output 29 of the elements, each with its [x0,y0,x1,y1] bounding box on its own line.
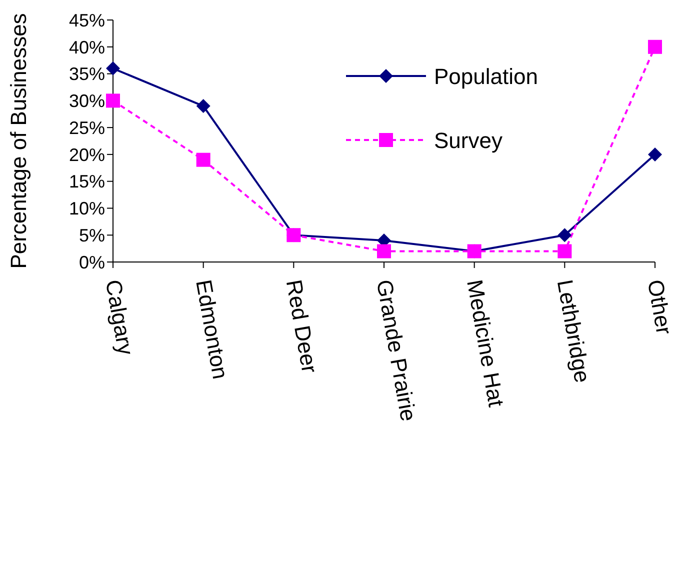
point [648,40,662,54]
y-tick-label: 5% [78,226,105,246]
point [558,228,572,242]
point [106,61,120,76]
y-tick-label: 10% [68,198,105,219]
x-tick-label: Edmonton [191,278,234,381]
point [648,147,662,162]
x-tick-label: Medicine Hat [462,278,509,409]
y-tick-label: 45% [68,10,105,30]
y-axis-title: Percentage of Businesses [6,13,31,269]
y-tick-label: 20% [68,144,105,165]
point [106,94,120,108]
y-tick-label: 0% [78,252,105,272]
y-tick-label: 25% [68,118,105,138]
x-tick-label: Other [642,278,677,336]
y-tick-label: 40% [68,37,105,58]
point [196,152,210,167]
x-tick-label: Grande Prairie [372,278,422,424]
y-tick-label: 35% [68,64,105,84]
y-tick-label: 15% [68,172,105,192]
x-tick-label: Calgary [100,278,138,357]
legend-label: Population [434,64,538,89]
point [196,99,210,114]
x-tick-label: Lethbridge [552,278,596,385]
legend-label: Survey [434,128,502,153]
x-tick-label: Red Deer [281,278,322,375]
point [558,244,572,258]
y-tick-label: 30% [68,91,105,112]
point [377,244,391,258]
